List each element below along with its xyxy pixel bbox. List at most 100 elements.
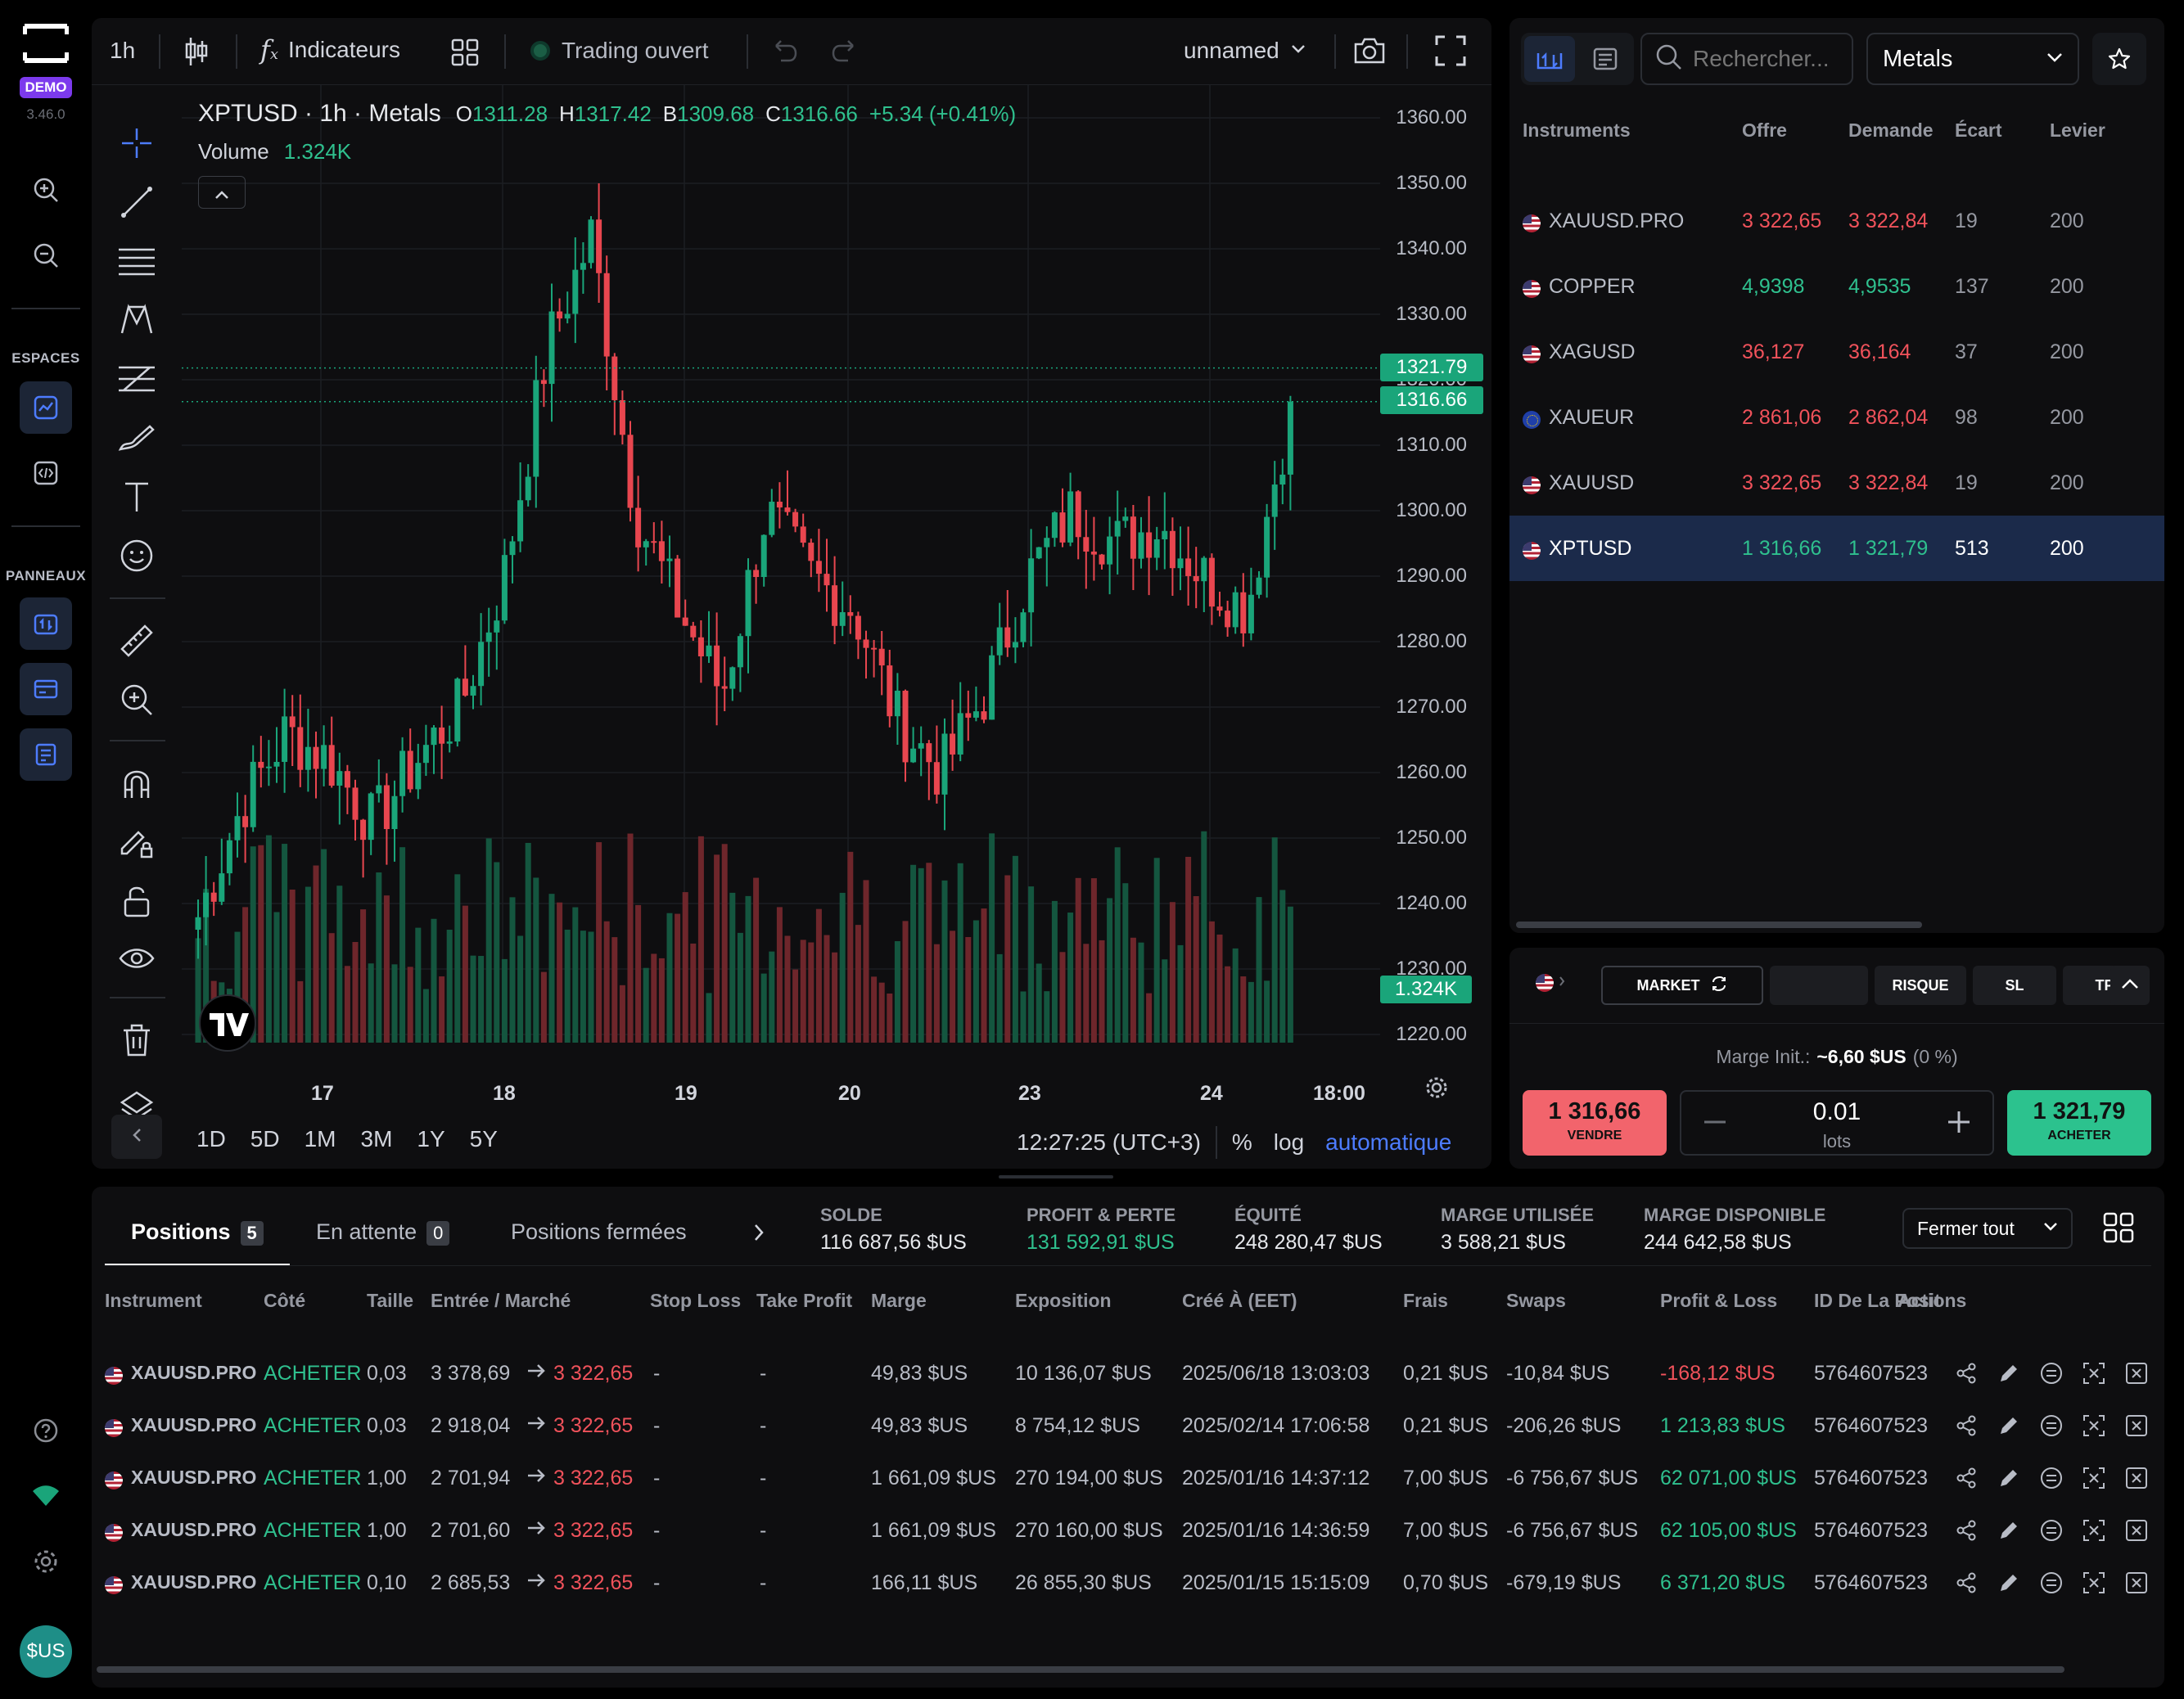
order-instrument-flag[interactable] — [1536, 974, 1565, 992]
position-take-profit[interactable]: - — [760, 1571, 767, 1594]
position-row[interactable]: XAUUSD.PRO ACHETER 0,03 3 378,69 3 322,65- -4… — [92, 1347, 2164, 1399]
magnet-icon[interactable] — [111, 758, 162, 809]
chevron-right-icon[interactable] — [753, 1223, 765, 1246]
hide-drawings-icon[interactable] — [111, 935, 162, 985]
instrument-row[interactable]: XPTUSD 1 316,66 1 321,79 513 200 — [1509, 516, 2164, 581]
positions-column-header[interactable]: Créé À (EET) — [1182, 1290, 1297, 1311]
range-5d[interactable]: 5D — [250, 1126, 280, 1151]
edit-pencil-icon[interactable] — [1996, 1517, 2022, 1544]
positions-column-header[interactable]: Marge — [871, 1290, 927, 1311]
positions-column-header[interactable]: Exposition — [1015, 1290, 1112, 1311]
partial-close-icon[interactable] — [2038, 1465, 2064, 1491]
close-position-icon[interactable] — [2081, 1413, 2107, 1439]
auto-scale-toggle[interactable]: automatique — [1325, 1129, 1452, 1155]
quantity-value[interactable]: 0.01 — [1812, 1098, 1861, 1125]
instrument-row[interactable]: XAUUSD.PRO 3 322,65 3 322,84 19 200 — [1509, 188, 2164, 254]
layout-grid-icon[interactable] — [450, 38, 480, 71]
share-icon[interactable] — [1953, 1517, 1979, 1544]
buy-button[interactable]: 1 321,79 ACHETER — [2007, 1090, 2151, 1156]
text-tool-icon[interactable] — [111, 471, 162, 522]
sell-button[interactable]: 1 316,66 VENDRE — [1523, 1090, 1667, 1156]
risk-button[interactable]: RISQUE — [1875, 966, 1966, 1005]
share-icon[interactable] — [1953, 1465, 1979, 1491]
horizontal-scrollbar[interactable] — [97, 1666, 2064, 1673]
col-bid[interactable]: Offre — [1742, 119, 1787, 141]
favorites-star-icon[interactable] — [2092, 33, 2146, 85]
ruler-icon[interactable] — [111, 615, 162, 666]
range-5y[interactable]: 5Y — [469, 1126, 498, 1151]
tab-closed[interactable]: Positions fermées — [511, 1219, 687, 1244]
emoji-icon[interactable] — [111, 530, 162, 581]
magnify-icon[interactable] — [111, 674, 162, 725]
share-icon[interactable] — [1953, 1570, 1979, 1596]
market-order-button[interactable]: MARKET — [1601, 966, 1763, 1005]
positions-column-header[interactable]: Take Profit — [756, 1290, 853, 1311]
app-logo[interactable] — [22, 23, 70, 64]
fullscreen-icon[interactable] — [1434, 34, 1467, 71]
close-all-dropdown[interactable]: Fermer tout — [1902, 1208, 2073, 1249]
close-icon[interactable] — [2123, 1517, 2150, 1544]
partial-close-icon[interactable] — [2038, 1413, 2064, 1439]
instrument-search[interactable] — [1640, 33, 1853, 85]
positions-column-header[interactable]: Instrument — [105, 1290, 202, 1311]
trend-line-icon[interactable] — [111, 177, 162, 228]
position-row[interactable]: XAUUSD.PRO ACHETER 1,00 2 701,60 3 322,65- -1… — [92, 1504, 2164, 1557]
close-icon[interactable] — [2123, 1360, 2150, 1386]
position-stop-loss[interactable]: - — [653, 1362, 661, 1385]
edit-pencil-icon[interactable] — [1996, 1360, 2022, 1386]
col-spread[interactable]: Écart — [1955, 119, 2002, 141]
range-1y[interactable]: 1Y — [417, 1126, 445, 1151]
category-select[interactable]: Metals — [1866, 33, 2079, 85]
zoom-out-icon[interactable] — [20, 229, 72, 282]
col-instrument[interactable]: Instruments — [1523, 119, 1631, 141]
plus-icon[interactable] — [1945, 1108, 1973, 1140]
position-row[interactable]: XAUUSD.PRO ACHETER 1,00 2 701,94 3 322,65- -1… — [92, 1452, 2164, 1504]
positions-column-header[interactable]: Actions — [1897, 1290, 1967, 1311]
edit-pencil-icon[interactable] — [1996, 1570, 2022, 1596]
close-position-icon[interactable] — [2081, 1517, 2107, 1544]
collapse-legend-button[interactable] — [198, 176, 246, 209]
position-stop-loss[interactable]: - — [653, 1467, 661, 1489]
instrument-row[interactable]: XAGUSD 36,127 36,164 37 200 — [1509, 319, 2164, 385]
tab-positions[interactable]: Positions 5 — [131, 1219, 264, 1246]
position-take-profit[interactable]: - — [760, 1414, 767, 1437]
currency-avatar[interactable]: $US — [20, 1625, 72, 1678]
positions-column-header[interactable]: Stop Loss — [650, 1290, 742, 1311]
code-space-icon[interactable] — [20, 447, 72, 499]
positions-column-header[interactable]: Côté — [264, 1290, 306, 1311]
chart-space-icon[interactable] — [20, 381, 72, 434]
price-axis[interactable]: 1360.001350.001340.001330.001320.001310.… — [1380, 85, 1491, 1067]
orders-panel-icon[interactable] — [20, 663, 72, 715]
col-leverage[interactable]: Levier — [2050, 119, 2105, 141]
horizontal-scrollbar[interactable] — [1516, 922, 1922, 928]
log-scale-toggle[interactable]: log — [1273, 1129, 1305, 1155]
share-icon[interactable] — [1953, 1413, 1979, 1439]
edit-pencil-icon[interactable] — [1996, 1413, 2022, 1439]
position-row[interactable]: XAUUSD.PRO ACHETER 0,10 2 685,53 3 322,65- -1… — [92, 1557, 2164, 1609]
trash-icon[interactable] — [111, 1015, 162, 1066]
partial-close-icon[interactable] — [2038, 1517, 2064, 1544]
partial-close-icon[interactable] — [2038, 1570, 2064, 1596]
positions-column-header[interactable]: Frais — [1403, 1290, 1448, 1311]
candles-type-icon[interactable] — [183, 36, 210, 71]
position-stop-loss[interactable]: - — [653, 1414, 661, 1437]
positions-column-header[interactable]: Taille — [367, 1290, 414, 1311]
list-view-icon[interactable] — [1524, 36, 1575, 82]
crosshair-icon[interactable] — [111, 118, 162, 169]
undo-icon[interactable] — [769, 39, 799, 68]
positions-column-header[interactable]: ID De La Posit — [1814, 1290, 1941, 1311]
range-1d[interactable]: 1D — [196, 1126, 226, 1151]
stop-loss-button[interactable]: SL — [1973, 966, 2056, 1005]
horizontal-lines-icon[interactable] — [111, 236, 162, 286]
columns-grid-icon[interactable] — [2102, 1211, 2135, 1248]
close-icon[interactable] — [2123, 1413, 2150, 1439]
interval-selector[interactable]: 1h — [110, 38, 136, 63]
layout-name-dropdown[interactable]: unnamed — [1184, 38, 1306, 64]
indicators-button[interactable]: fx Indicateurs — [260, 34, 400, 65]
position-take-profit[interactable]: - — [760, 1362, 767, 1385]
quantity-stepper[interactable]: 0.01 lots — [1680, 1090, 1994, 1156]
unlock-icon[interactable] — [111, 876, 162, 926]
collapse-tools-button[interactable] — [111, 1115, 162, 1159]
close-position-icon[interactable] — [2081, 1360, 2107, 1386]
minus-icon[interactable] — [1701, 1108, 1729, 1140]
